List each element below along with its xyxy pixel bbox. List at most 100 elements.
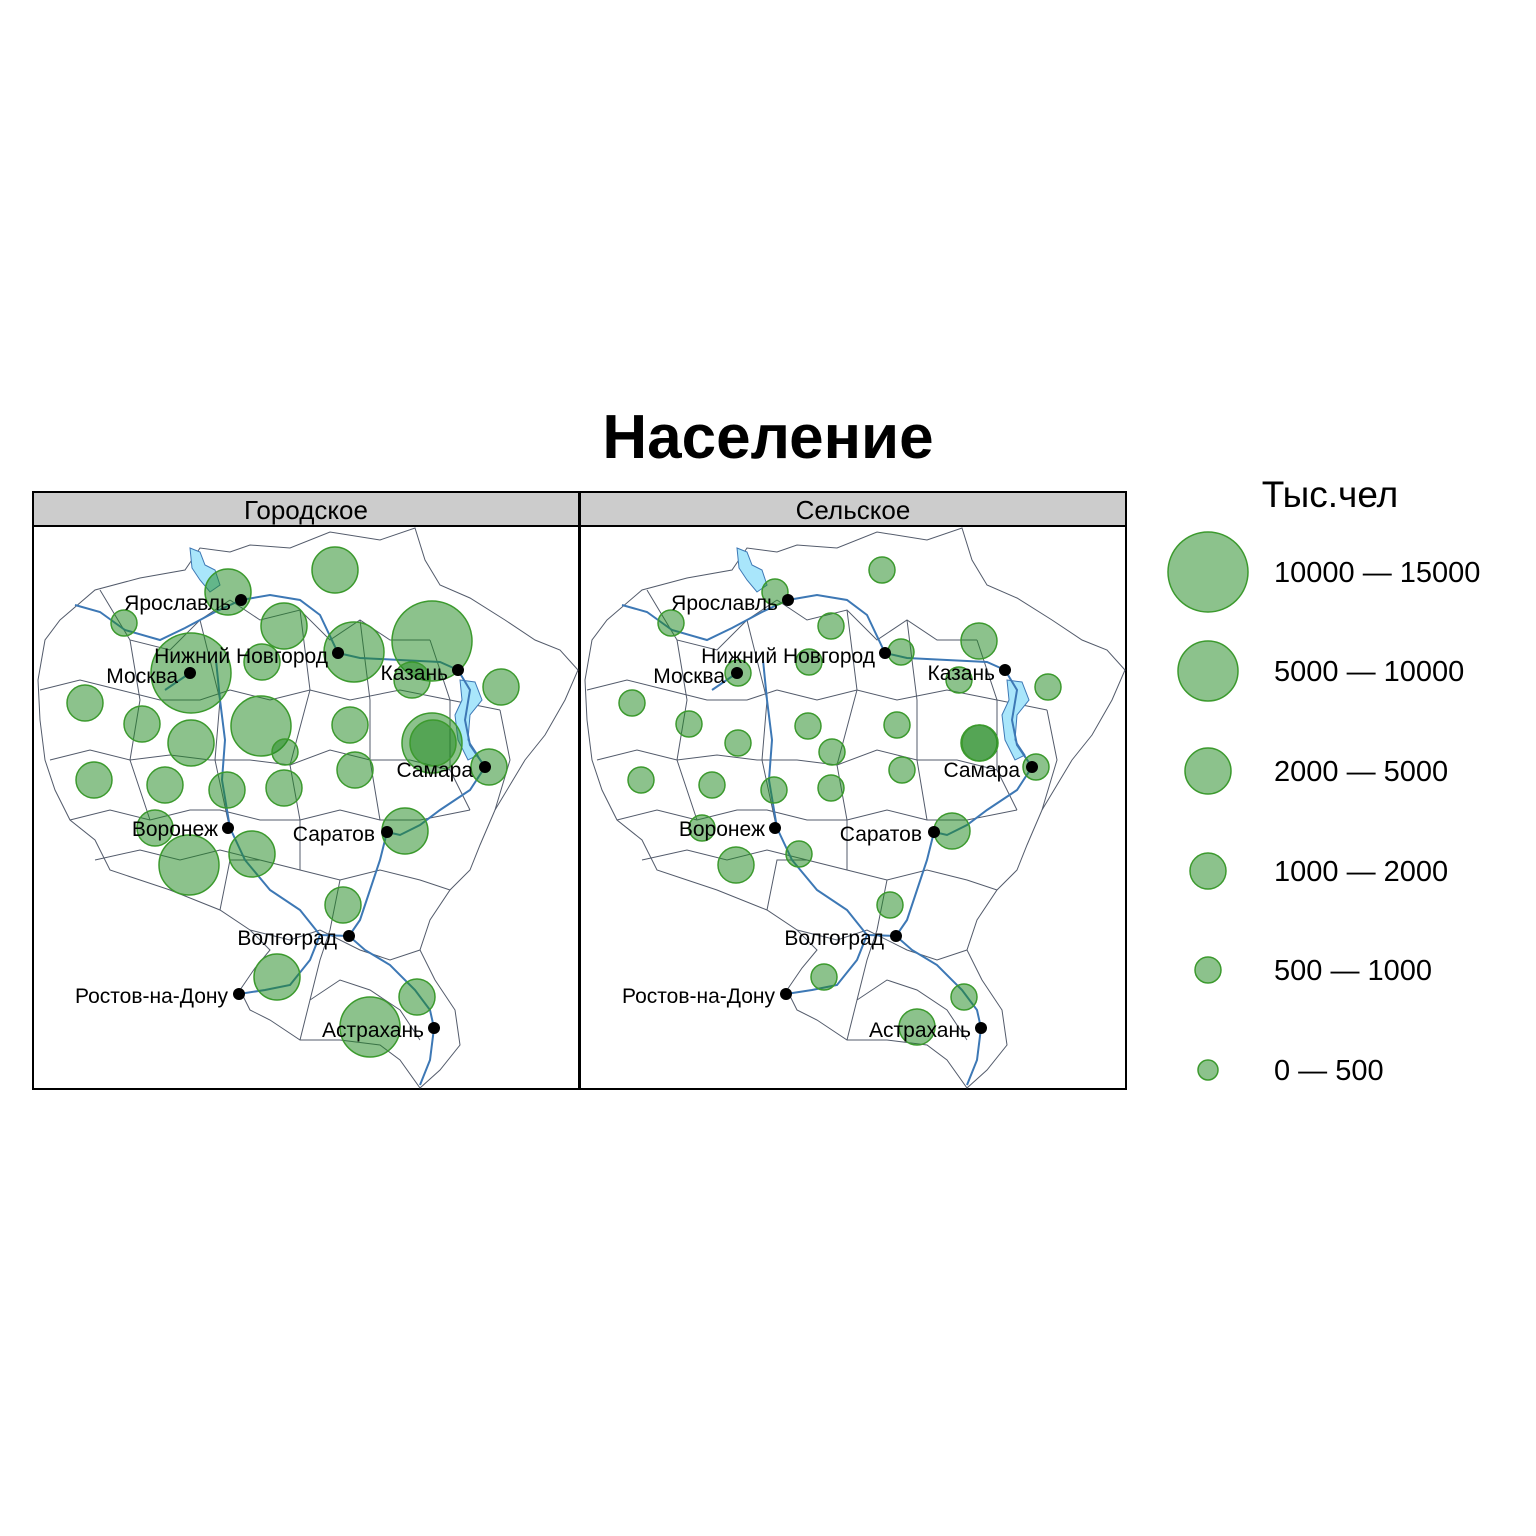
population-bubble	[331, 706, 369, 744]
city-label: Саратов	[840, 823, 922, 846]
population-bubble	[810, 963, 838, 991]
city-label: Воронеж	[679, 818, 765, 841]
population-bubble	[817, 612, 845, 640]
population-bubble	[761, 578, 789, 606]
population-bubble	[818, 738, 846, 766]
population-bubble	[339, 996, 401, 1058]
city-label: Москва	[106, 665, 178, 688]
population-bubble	[136, 809, 174, 847]
legend-label: 2000 — 5000	[1274, 756, 1448, 788]
population-bubble	[698, 771, 726, 799]
population-bubble	[760, 776, 788, 804]
region-border	[596, 749, 838, 766]
population-bubble	[883, 711, 911, 739]
population-bubble	[336, 751, 374, 789]
legend-symbol	[1189, 852, 1227, 890]
city-label: Самара	[396, 759, 473, 782]
city-marker	[233, 988, 245, 1000]
legend-label: 10000 — 15000	[1274, 557, 1480, 589]
city-marker	[428, 1022, 440, 1034]
population-bubble	[794, 712, 822, 740]
map-title: Население	[602, 403, 934, 472]
legend-symbol	[1194, 956, 1222, 984]
city-marker	[184, 667, 196, 679]
city-label: Астрахань	[322, 1019, 424, 1042]
population-bubble	[1034, 673, 1062, 701]
region-border	[289, 609, 311, 870]
region-border	[796, 929, 968, 961]
population-bubble	[795, 648, 823, 676]
population-bubble	[868, 556, 896, 584]
population-bubble	[253, 953, 301, 1001]
population-bubble	[887, 638, 915, 666]
legend-symbol	[1184, 747, 1232, 795]
region-border	[249, 929, 421, 961]
population-bubble	[260, 602, 308, 650]
population-bubble	[75, 761, 113, 799]
population-bubble	[265, 769, 303, 807]
population-bubble	[482, 668, 520, 706]
population-bubble	[398, 978, 436, 1016]
region-border	[976, 639, 1018, 811]
city-label: Нижний Новгород	[154, 645, 328, 668]
legend: Тыс.чел 10000 — 15000 5000 — 10000 2000 — …	[1167, 474, 1480, 1087]
city-label: Ярославль	[124, 592, 231, 615]
population-bubble	[657, 609, 685, 637]
city-label: Москва	[653, 665, 725, 688]
legend-label: 0 — 500	[1274, 1055, 1384, 1087]
city-label: Ярославль	[671, 592, 778, 615]
population-bubble	[391, 600, 473, 682]
population-bubble	[323, 621, 385, 683]
population-bubble	[627, 766, 655, 794]
population-bubble	[888, 756, 916, 784]
city-marker	[222, 822, 234, 834]
population-bubble	[817, 774, 845, 802]
population-bubble	[688, 814, 716, 842]
population-bubble	[950, 983, 978, 1011]
city-marker	[928, 826, 940, 838]
region-border	[776, 599, 977, 641]
city-marker	[999, 664, 1011, 676]
city-label: Волгоград	[237, 927, 337, 950]
population-bubble	[146, 766, 184, 804]
region-border	[1041, 709, 1058, 811]
population-bubble	[898, 1008, 936, 1046]
region-border	[259, 859, 451, 891]
legend-label: 5000 — 10000	[1274, 656, 1464, 688]
population-bubble	[324, 886, 362, 924]
panel-title-urban: Городское	[244, 495, 368, 525]
population-bubble	[110, 609, 138, 637]
population-bubble	[271, 738, 299, 766]
population-bubble	[717, 846, 755, 884]
city-marker	[975, 1022, 987, 1034]
region-border	[806, 859, 998, 891]
city-label: Казань	[927, 662, 995, 685]
population-bubble	[618, 689, 646, 717]
city-marker	[780, 988, 792, 1000]
legend-label: 500 — 1000	[1274, 955, 1432, 987]
city-label: Саратов	[293, 823, 375, 846]
population-bubble	[961, 724, 999, 762]
city-label: Казань	[380, 662, 448, 685]
city-marker	[731, 667, 743, 679]
population-bubble	[243, 643, 281, 681]
region-border	[846, 979, 968, 1041]
city-marker	[890, 930, 902, 942]
legend-symbol	[1197, 1059, 1219, 1081]
population-bubble	[158, 834, 220, 896]
region-border	[586, 679, 778, 701]
city-marker	[332, 647, 344, 659]
city-marker	[1026, 761, 1038, 773]
population-bubble	[230, 695, 292, 757]
panel-urban: Городское Ярославль Нижний НовгородМосква…	[32, 491, 580, 1090]
population-bubble	[785, 840, 813, 868]
legend-symbol	[1167, 531, 1249, 613]
city-marker	[235, 594, 247, 606]
population-bubble	[311, 546, 359, 594]
city-label: Воронеж	[132, 818, 218, 841]
legend-symbol	[1177, 640, 1239, 702]
population-bubble	[167, 719, 215, 767]
